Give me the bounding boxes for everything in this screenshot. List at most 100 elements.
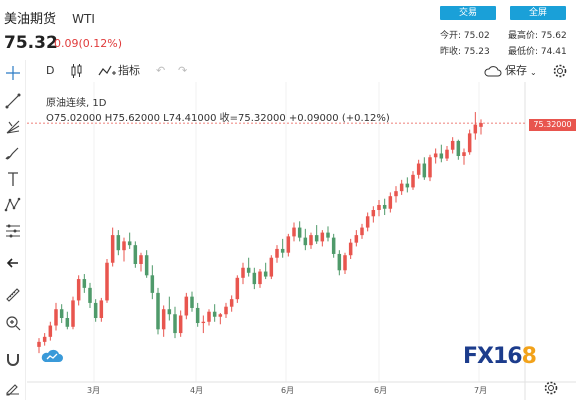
fullscreen-button[interactable]: 全屏 <box>510 6 566 20</box>
last-price-tag: 75.32000 <box>529 119 576 131</box>
candle <box>122 237 126 262</box>
brush-icon[interactable] <box>4 144 22 162</box>
candle <box>258 269 262 288</box>
instrument-symbol: WTI <box>72 12 95 26</box>
candle <box>116 230 121 256</box>
measure-lines-icon[interactable] <box>4 222 22 240</box>
chart-settings-icon[interactable] <box>543 380 559 396</box>
x-tick-label: 4月 <box>190 386 204 395</box>
candle <box>105 258 109 303</box>
crosshair-icon[interactable] <box>4 64 22 82</box>
candle <box>377 199 381 217</box>
candle <box>65 311 70 330</box>
candle <box>37 338 41 354</box>
price-change: 0.09(0.12%) <box>54 37 123 50</box>
candle <box>173 306 177 339</box>
candle <box>42 333 47 346</box>
magnet-icon[interactable] <box>4 350 22 368</box>
candle <box>388 192 393 213</box>
cloud-icon[interactable] <box>484 65 502 77</box>
candle <box>331 233 336 258</box>
x-tick-label: 3月 <box>87 386 101 395</box>
ohlc-readout: O75.02000 H75.62000 L74.41000 收=75.32000… <box>46 113 390 124</box>
candle <box>337 250 342 276</box>
instrument-name: 美油期货 <box>4 12 57 27</box>
candle <box>201 315 206 334</box>
candle <box>399 179 404 195</box>
last-price: 75.32 <box>4 33 58 53</box>
candle <box>439 144 444 163</box>
chart-legend: 原油连续, 1D <box>46 98 107 109</box>
candle <box>82 274 87 293</box>
open-stat: 今开: 75.02 <box>440 31 490 41</box>
candle <box>150 265 155 300</box>
candle <box>190 291 194 312</box>
candle <box>445 145 449 162</box>
prev-close-value: 75.23 <box>463 47 490 57</box>
quote-header: 美油期货 WTI 75.32 0.09(0.12%) 交易 全屏 今开: 75.… <box>0 0 576 60</box>
high-value: 75.62 <box>540 31 567 41</box>
chart-toolbar: D 指标 ↶ ↷ 保存 ⌄ <box>0 60 576 82</box>
candle <box>462 148 466 165</box>
candle <box>320 230 325 247</box>
candle <box>292 222 296 242</box>
series-name: 原油连续 <box>46 98 86 109</box>
candle <box>309 232 313 249</box>
candle <box>184 292 189 320</box>
drawing-toolbar <box>0 60 26 400</box>
candle <box>99 297 104 322</box>
redo-icon[interactable]: ↷ <box>178 64 188 77</box>
candle <box>354 230 359 247</box>
candle <box>416 159 421 179</box>
indicators-icon[interactable] <box>98 64 116 78</box>
back-arrow-icon[interactable] <box>4 254 22 272</box>
fx168-logo: FX168 <box>463 344 537 369</box>
candle <box>343 252 347 275</box>
candle <box>144 250 149 278</box>
candle <box>280 238 285 258</box>
interval-selector[interactable]: D <box>46 64 55 77</box>
candle <box>365 212 370 232</box>
candle <box>156 287 160 335</box>
candle <box>360 223 364 239</box>
save-dropdown-icon[interactable]: ⌄ <box>530 68 537 77</box>
candle <box>229 295 234 312</box>
candle <box>195 302 200 327</box>
instrument-title: 美油期货 WTI <box>4 8 95 27</box>
candle <box>207 309 211 326</box>
text-tool-icon[interactable] <box>4 170 22 188</box>
ruler-icon[interactable] <box>4 286 22 304</box>
settings-gear-icon[interactable] <box>552 63 568 79</box>
candle <box>450 137 455 154</box>
trend-line-icon[interactable] <box>4 92 22 110</box>
candle <box>59 304 64 324</box>
trade-button[interactable]: 交易 <box>440 6 496 20</box>
x-tick-label: 6月 <box>281 386 295 395</box>
candle <box>326 226 330 242</box>
candle <box>422 157 427 180</box>
candle <box>286 233 291 257</box>
lock-drawing-icon[interactable] <box>4 378 22 396</box>
fib-fan-icon[interactable] <box>4 118 22 136</box>
candle <box>348 238 353 259</box>
pattern-icon[interactable] <box>4 196 22 214</box>
candle <box>433 148 438 164</box>
candle <box>246 257 251 277</box>
price-chart[interactable] <box>27 82 576 400</box>
candle <box>479 119 483 135</box>
candle <box>71 296 75 330</box>
indicators-button[interactable]: 指标 <box>118 64 140 77</box>
candle <box>161 305 166 337</box>
candle <box>405 177 410 193</box>
x-tick-label: 6月 <box>374 386 388 395</box>
undo-icon[interactable]: ↶ <box>156 64 166 77</box>
zoom-in-icon[interactable] <box>4 314 22 332</box>
candle-style-icon[interactable] <box>70 63 84 79</box>
series-interval[interactable]: 1D <box>92 98 107 109</box>
x-tick-label: 7月 <box>474 386 488 395</box>
candle <box>411 171 415 190</box>
open-value: 75.02 <box>463 31 490 41</box>
save-button[interactable]: 保存 <box>505 64 527 77</box>
candle <box>224 302 228 318</box>
candle <box>382 198 387 216</box>
